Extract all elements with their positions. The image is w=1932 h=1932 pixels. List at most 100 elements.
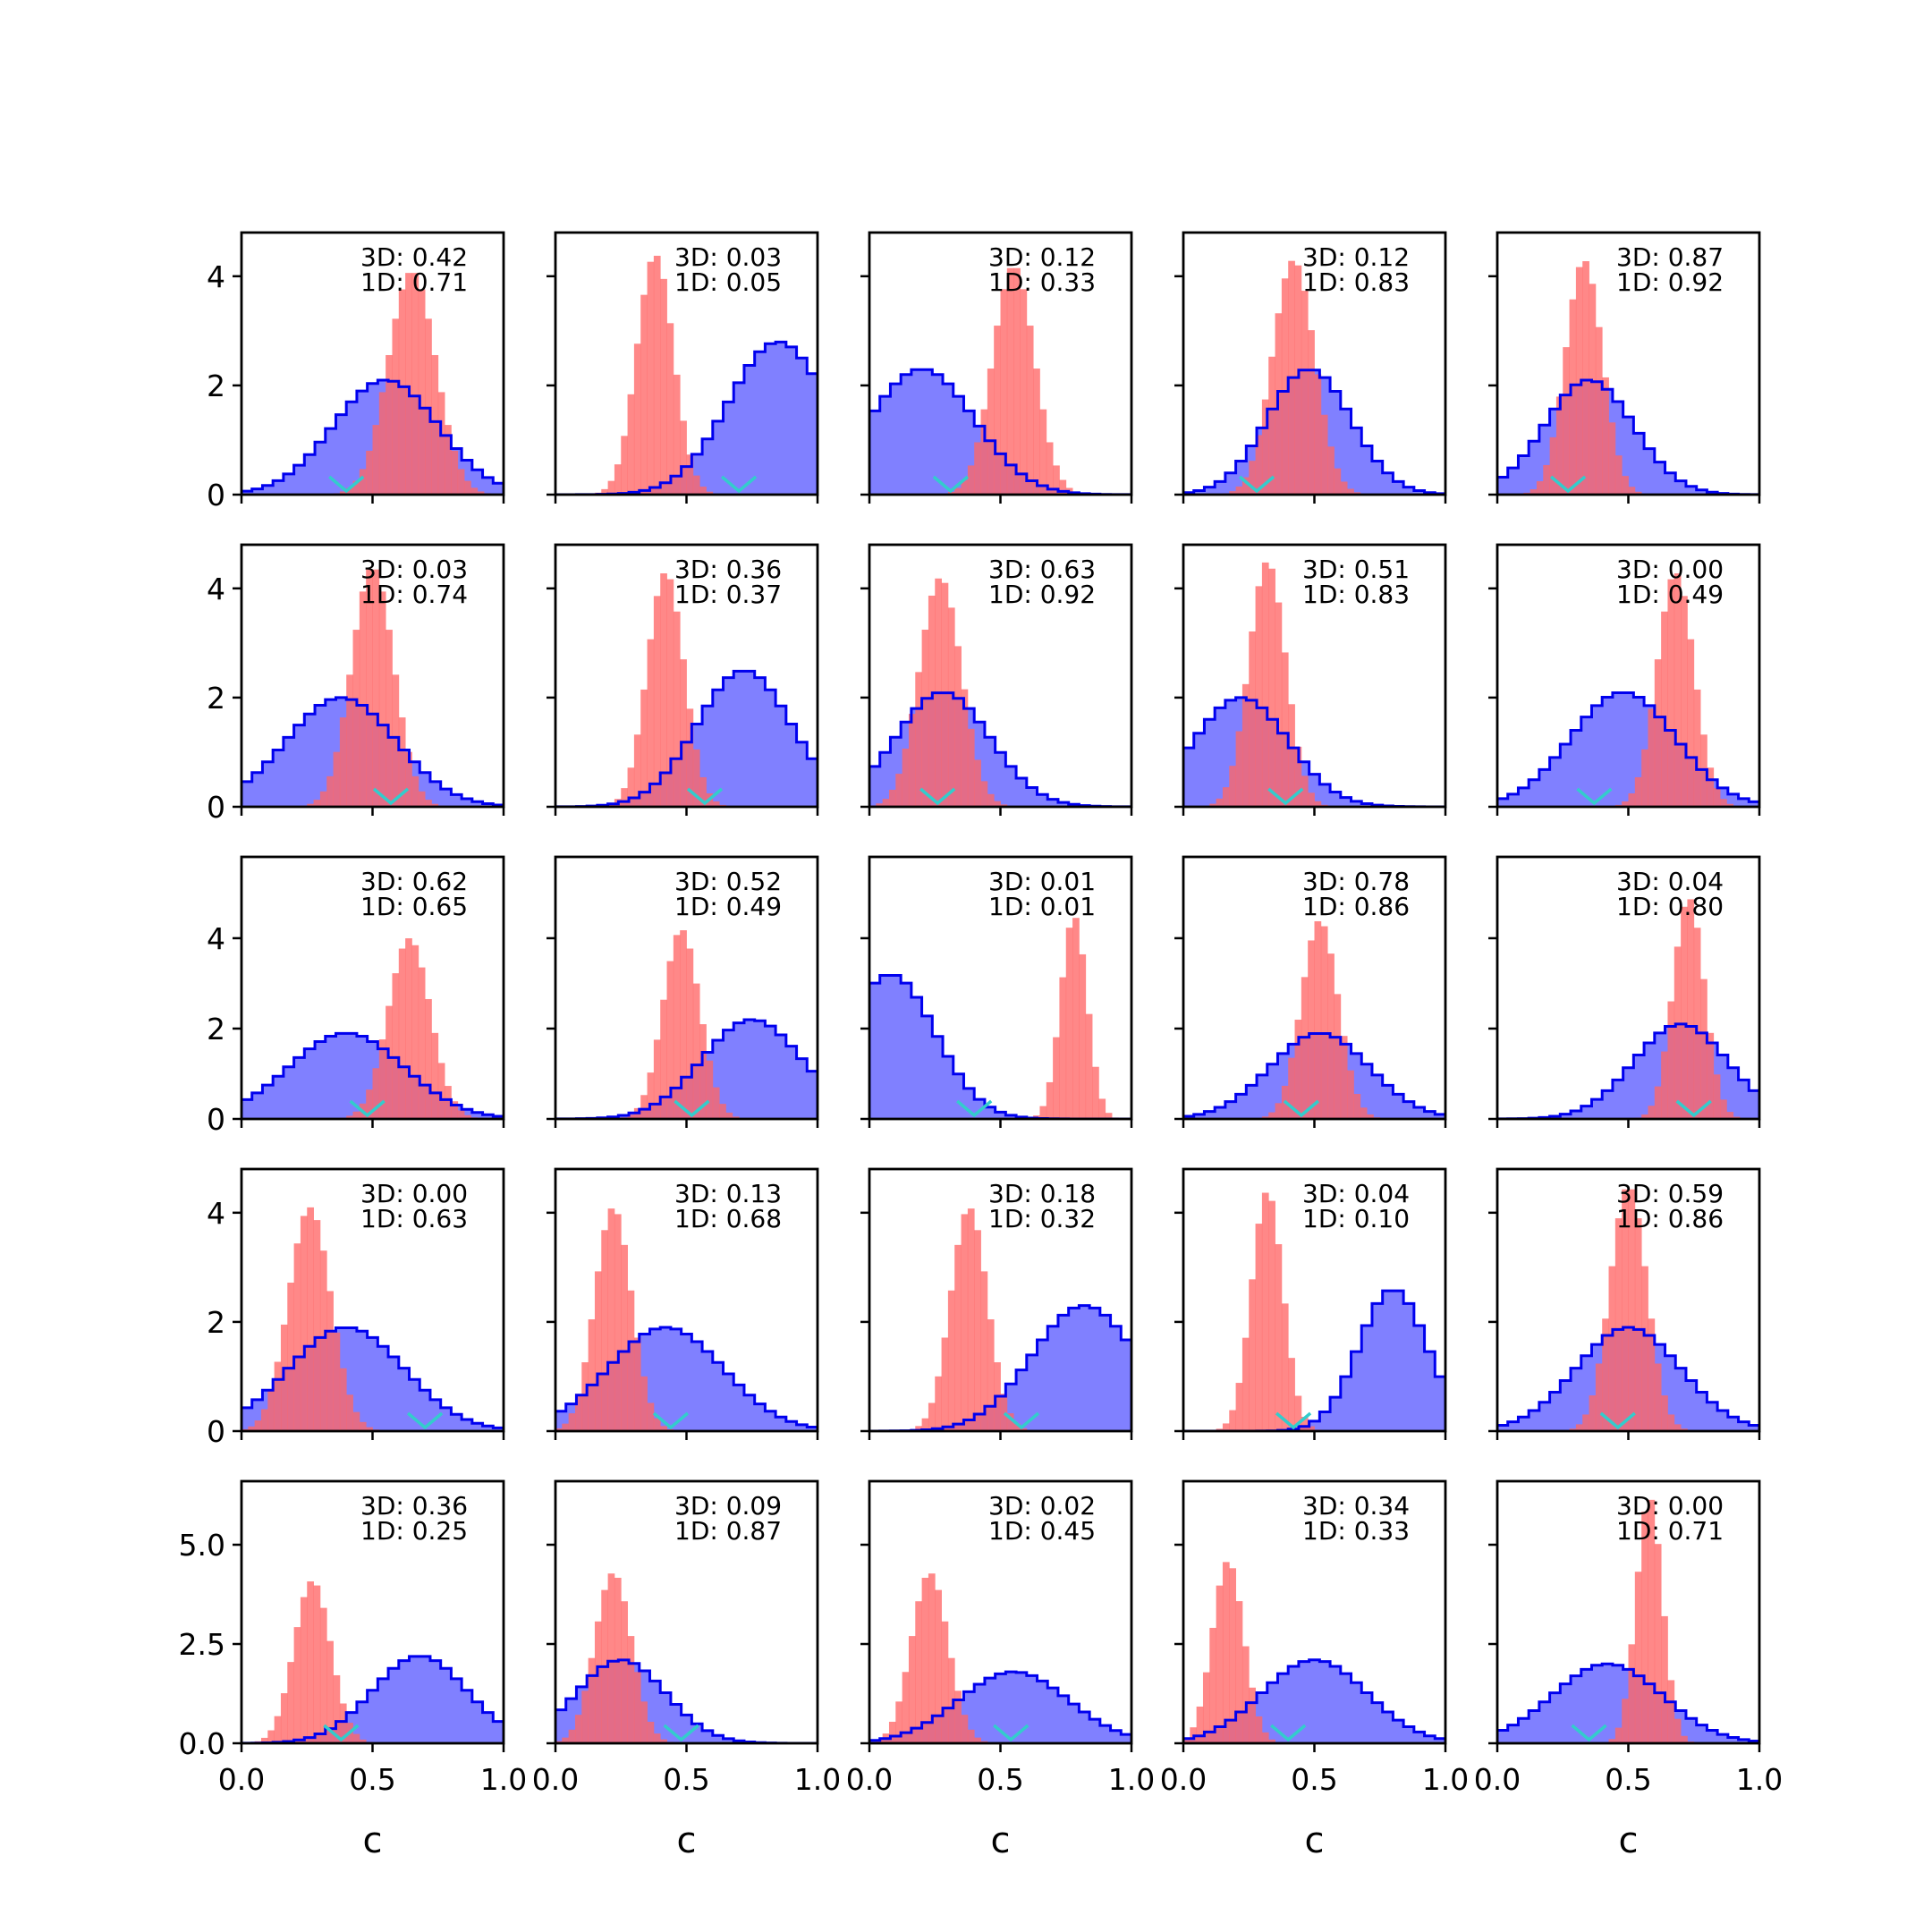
narrow-histogram-bar [1235, 1383, 1243, 1431]
narrow-histogram-bar [980, 1271, 988, 1431]
marker-chevron [323, 1724, 360, 1742]
x-tick-label: 1.0 [1422, 1762, 1469, 1797]
narrow-histogram-bar [1700, 979, 1707, 1119]
x-tick-label: 0.0 [846, 1762, 893, 1797]
y-tick-label: 0 [207, 1102, 225, 1137]
narrow-histogram-bar [1654, 1544, 1662, 1743]
narrow-histogram-bar [915, 1601, 922, 1743]
narrow-histogram-bar [411, 775, 419, 807]
narrow-histogram-bar [1575, 1424, 1583, 1431]
narrow-histogram-bar [1275, 1244, 1283, 1431]
narrow-histogram-bar [562, 1737, 570, 1743]
narrow-histogram-bar [987, 369, 995, 495]
narrow-histogram-bar [895, 774, 903, 807]
panel-plot-area [555, 1573, 818, 1743]
narrow-histogram-bar [633, 1672, 641, 1743]
stat-3d-label: 3D: 0.51 [1302, 555, 1410, 584]
wide-histogram-outline [242, 1031, 504, 1119]
narrow-histogram-bar [908, 1636, 916, 1743]
stat-1d-label: 1D: 0.68 [674, 1204, 782, 1233]
narrow-histogram-bar [267, 1390, 275, 1431]
narrow-histogram-bar [326, 1291, 334, 1431]
narrow-histogram-bar [1229, 1568, 1236, 1743]
narrow-histogram-bar [1667, 579, 1675, 807]
narrow-histogram-bar [888, 789, 896, 807]
narrow-histogram-bar [1707, 1032, 1715, 1119]
narrow-histogram-bar [333, 1332, 341, 1431]
narrow-histogram-bar [1235, 486, 1243, 495]
narrow-histogram-bar [386, 630, 393, 807]
narrow-histogram-bar [686, 454, 694, 495]
narrow-histogram-bar [431, 803, 439, 807]
narrow-histogram-bar [1622, 1699, 1629, 1743]
stat-3d-label: 3D: 0.02 [988, 1491, 1096, 1521]
narrow-histogram-bar [882, 799, 890, 807]
x-tick-label: 1.0 [1736, 1762, 1783, 1797]
narrow-histogram-bar [405, 938, 412, 1119]
narrow-histogram-bar [1628, 1644, 1636, 1743]
y-tick-label: 2 [207, 1305, 225, 1340]
narrow-histogram-bar [1216, 798, 1224, 807]
panel-plot-area [869, 1573, 1131, 1743]
narrow-histogram-bar [1726, 1112, 1734, 1119]
narrow-histogram-bar [1320, 926, 1328, 1119]
narrow-histogram-bar [1301, 775, 1309, 807]
narrow-histogram-bar [339, 491, 347, 495]
panel-plot-area [242, 938, 504, 1119]
narrow-histogram-bar [686, 948, 694, 1119]
narrow-histogram-bar [431, 1032, 439, 1119]
narrow-histogram-bar [1641, 1114, 1648, 1119]
narrow-histogram-bar [1595, 1363, 1603, 1431]
wide-histogram-fill [869, 369, 1131, 495]
narrow-histogram-bar [967, 1208, 975, 1431]
narrow-histogram-bar [1308, 792, 1315, 807]
narrow-histogram-bar [1327, 446, 1335, 495]
stat-1d-label: 1D: 0.71 [360, 267, 468, 297]
marker-chevron [1283, 1099, 1319, 1118]
wide-histogram-fill [869, 975, 1131, 1119]
wide-histogram-fill [555, 342, 818, 495]
narrow-histogram-bar [1085, 1013, 1093, 1119]
narrow-histogram-bar [1046, 1081, 1054, 1119]
narrow-histogram-bar [1294, 746, 1302, 807]
narrow-histogram-bar [352, 480, 360, 495]
narrow-histogram-bar [699, 776, 707, 807]
y-tick-label: 4 [207, 572, 225, 606]
narrow-histogram-bar [254, 1420, 262, 1431]
narrow-histogram-bar [1039, 409, 1047, 495]
stat-3d-label: 3D: 0.09 [674, 1491, 782, 1521]
narrow-histogram-bar [1261, 399, 1269, 495]
stat-1d-label: 1D: 0.80 [1616, 892, 1724, 921]
narrow-histogram-bar [1229, 1410, 1236, 1431]
narrow-histogram-bar [947, 1290, 955, 1431]
y-tick-label: 5.0 [179, 1528, 225, 1563]
narrow-histogram-bar [673, 935, 681, 1119]
narrow-histogram-bar [1059, 479, 1067, 495]
narrow-histogram-bar [1308, 940, 1315, 1119]
narrow-histogram-bar [405, 273, 412, 495]
narrow-histogram-bar [378, 1039, 386, 1119]
narrow-histogram-bar [1614, 1727, 1623, 1743]
narrow-histogram-bar [699, 1024, 707, 1119]
narrow-histogram-bar [1720, 1099, 1727, 1119]
stat-3d-label: 3D: 0.01 [988, 867, 1096, 896]
wide-histogram-outline [1183, 1658, 1445, 1743]
panel-plot-area [1497, 261, 1759, 495]
narrow-histogram-bar [935, 1376, 942, 1431]
narrow-histogram-bar [352, 1111, 360, 1119]
narrow-histogram-bar [1648, 708, 1656, 807]
narrow-histogram-bar [1530, 489, 1538, 495]
narrow-histogram-bar [307, 1207, 314, 1431]
x-tick-label: 0.5 [977, 1762, 1023, 1797]
narrow-histogram-bar [1555, 396, 1563, 495]
narrow-histogram-bar [607, 1573, 615, 1743]
narrow-histogram-bar [1261, 1732, 1269, 1743]
narrow-histogram-bar [961, 1214, 969, 1431]
narrow-histogram-bar [1268, 568, 1275, 807]
narrow-histogram-bar [1334, 468, 1342, 495]
stat-1d-label: 1D: 0.32 [988, 1204, 1096, 1233]
stat-1d-label: 1D: 0.49 [674, 892, 782, 921]
